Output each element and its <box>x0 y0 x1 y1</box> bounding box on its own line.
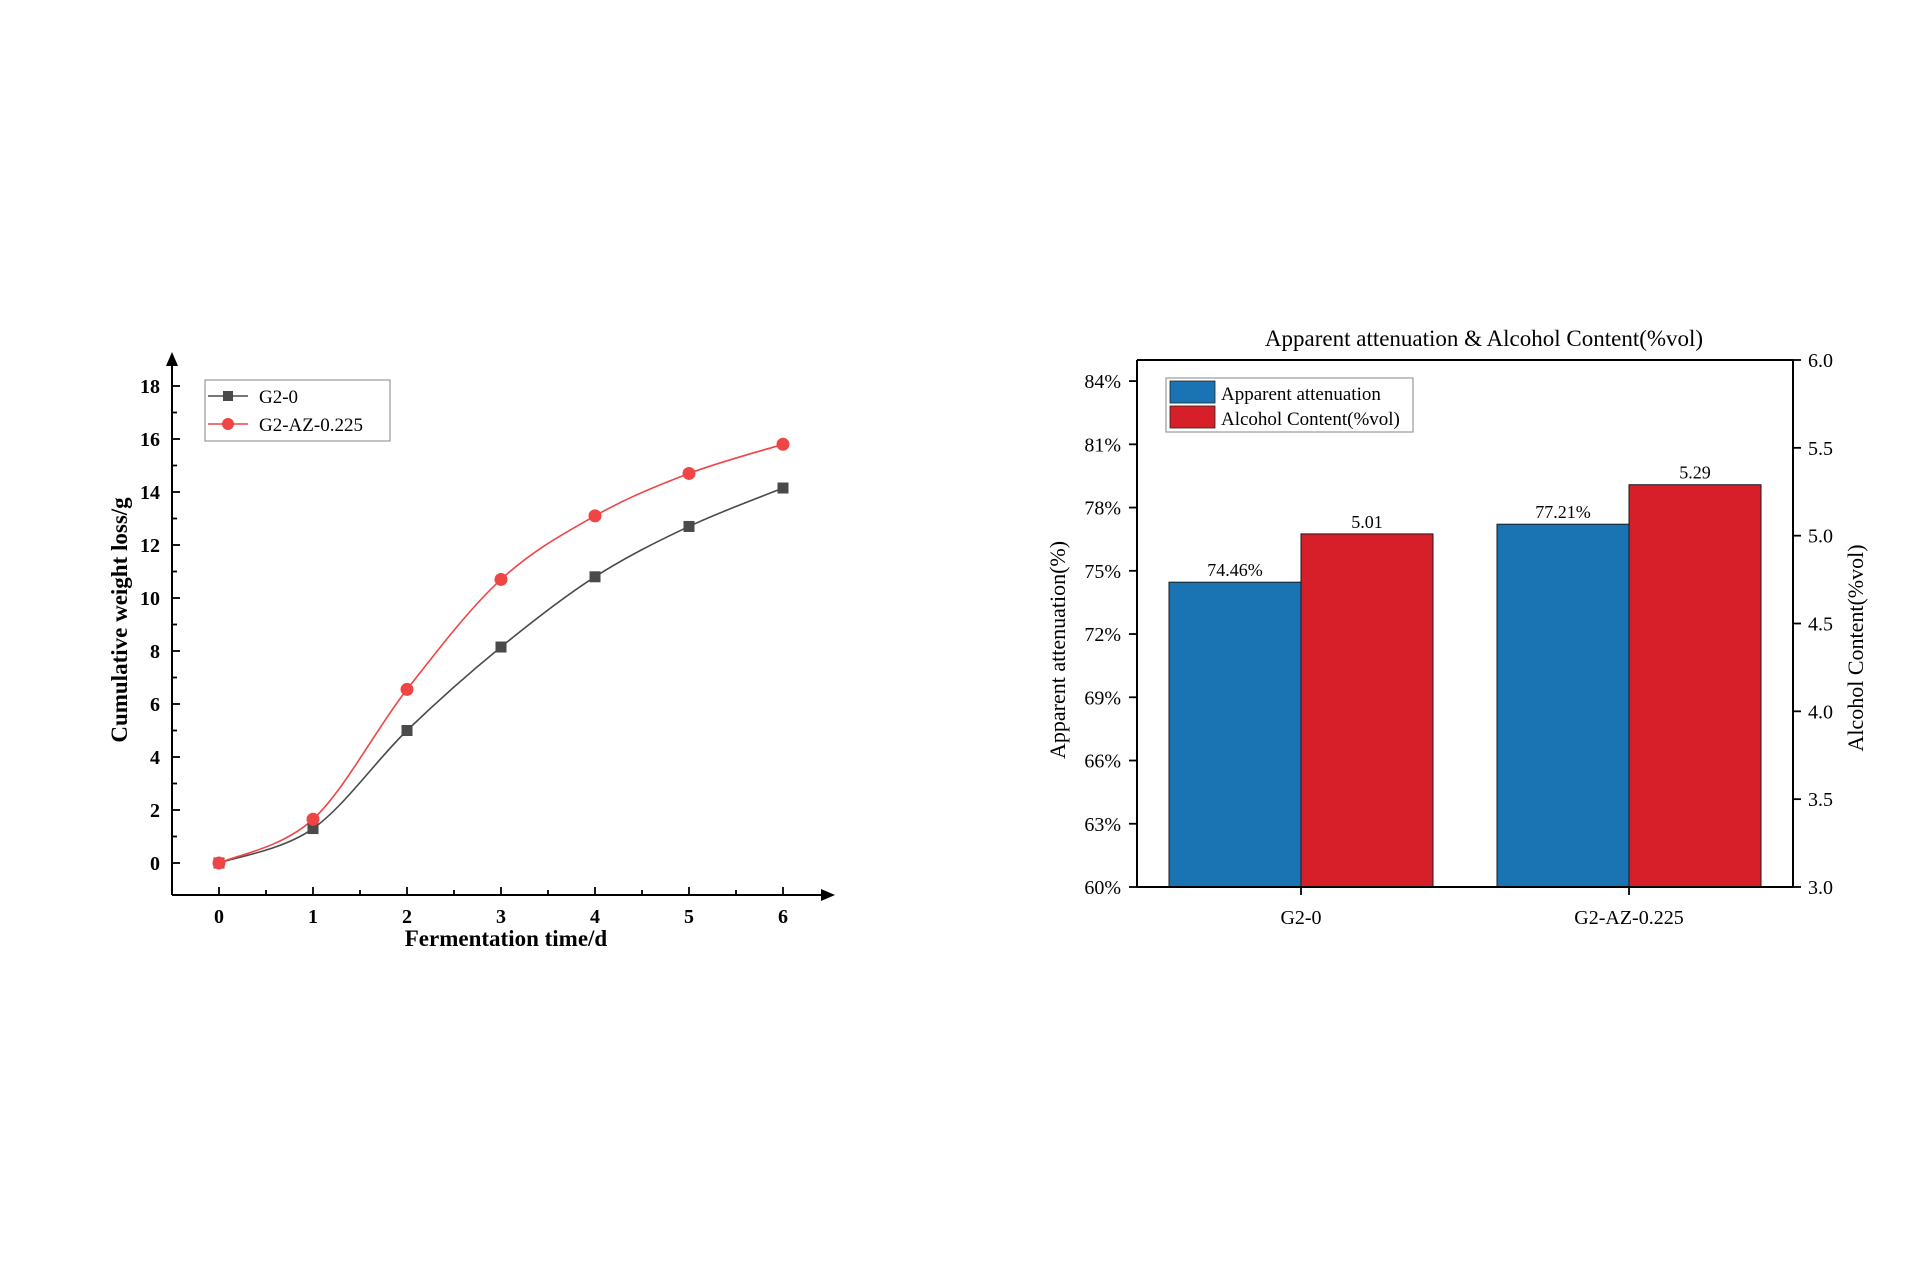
right-y-tick-label: 5.5 <box>1808 438 1833 460</box>
bar-alcohol-g2-az-0225 <box>1628 484 1762 888</box>
y-tick-label: 8 <box>150 641 160 663</box>
legend-box <box>204 379 391 442</box>
y-tick-label: 0 <box>150 853 160 875</box>
legend-swatch-attenuation <box>1169 380 1216 404</box>
legend-swatch-alcohol <box>1169 405 1216 429</box>
data-label: 5.01 <box>1351 512 1383 532</box>
legend-label-g2-0: G2-0 <box>259 387 298 408</box>
data-point-g2-az-0225 <box>494 572 508 586</box>
y-tick-label: 2 <box>150 800 160 822</box>
left-y-tick-label: 75% <box>1084 561 1121 583</box>
right-y-axis-label: Alcohol Content(%vol) <box>1843 544 1868 751</box>
y-axis-arrow <box>166 352 178 366</box>
bar-attenuation-g2-az-0225 <box>1496 523 1630 888</box>
y-tick-label: 18 <box>140 376 160 398</box>
legend-marker-g2-0 <box>223 391 233 401</box>
right-y-tick-label: 4.5 <box>1808 614 1833 636</box>
legend: G2-0 G2-AZ-0.225 <box>204 379 391 442</box>
left-y-axis-label: Apparent attenuation(%) <box>1045 541 1070 759</box>
data-point-g2-0 <box>683 520 695 532</box>
right-y-tick-label: 6.0 <box>1808 350 1833 372</box>
data-point-g2-az-0225 <box>588 509 602 523</box>
left-y-tick-label: 84% <box>1084 371 1121 393</box>
data-point-g2-az-0225 <box>306 812 320 826</box>
left-y-tick-label: 60% <box>1084 877 1121 899</box>
x-tick-label: 0 <box>214 906 224 928</box>
right-y-tick-label: 3.5 <box>1808 789 1833 811</box>
x-tick-label: G2-0 <box>1280 907 1321 929</box>
x-tick-label: 5 <box>684 906 694 928</box>
legend-label-alcohol: Alcohol Content(%vol) <box>1221 409 1400 430</box>
x-tick-label: G2-AZ-0.225 <box>1574 907 1683 929</box>
left-y-tick-label: 69% <box>1084 687 1121 709</box>
x-tick-label: 4 <box>590 906 600 928</box>
data-label: 77.21% <box>1535 502 1591 522</box>
x-tick-label: 2 <box>402 906 412 928</box>
y-axis-label: Cumulative weight loss/g <box>107 497 132 743</box>
data-point-g2-az-0225 <box>682 466 696 480</box>
right-y-tick-label: 4.0 <box>1808 701 1833 723</box>
series-line-g2-az-0225 <box>218 443 784 864</box>
data-point-g2-az-0225 <box>776 437 790 451</box>
left-y-tick-label: 81% <box>1084 434 1121 456</box>
left-y-tick-label: 78% <box>1084 498 1121 520</box>
x-axis-arrow <box>821 889 835 901</box>
legend-label-g2-az: G2-AZ-0.225 <box>259 415 363 436</box>
x-tick-label: 1 <box>308 906 318 928</box>
data-point-g2-0 <box>401 725 413 736</box>
legend-marker-g2-az <box>222 418 234 430</box>
data-point-g2-0 <box>307 823 319 835</box>
chart-title: Apparent attenuation & Alcohol Content(%… <box>1265 326 1703 351</box>
right-y-tick-label: 5.0 <box>1808 526 1833 548</box>
bar-attenuation-g2-0 <box>1168 581 1302 888</box>
x-tick-label: 3 <box>496 906 506 928</box>
y-tick-label: 16 <box>140 429 160 451</box>
x-tick-label: 6 <box>778 906 788 928</box>
y-tick-label: 14 <box>140 482 160 504</box>
data-point-g2-az-0225 <box>400 682 414 696</box>
y-tick-label: 10 <box>140 588 160 610</box>
data-point-g2-0 <box>589 571 601 583</box>
data-point-g2-0 <box>777 482 789 494</box>
left-y-tick-label: 63% <box>1084 814 1121 836</box>
data-point-g2-az-0225 <box>212 856 226 870</box>
data-label: 5.29 <box>1679 463 1711 483</box>
x-axis-label: Fermentation time/d <box>405 926 608 951</box>
y-tick-label: 4 <box>150 747 160 769</box>
right-y-tick-label: 3.0 <box>1808 877 1833 899</box>
bar-alcohol-g2-0 <box>1300 533 1434 888</box>
attenuation-alcohol-bar-chart: Apparent attenuation & Alcohol Content(%… <box>1045 326 1868 929</box>
y-tick-label: 12 <box>140 535 160 557</box>
legend: Apparent attenuation Alcohol Content(%vo… <box>1165 377 1414 433</box>
legend-label-attenuation: Apparent attenuation <box>1221 384 1381 405</box>
data-point-g2-0 <box>495 641 507 653</box>
left-y-tick-label: 66% <box>1084 751 1121 773</box>
y-tick-label: 6 <box>150 694 160 716</box>
data-label: 74.46% <box>1207 560 1263 580</box>
series-line-g2-0 <box>218 487 784 864</box>
left-y-tick-label: 72% <box>1084 624 1121 646</box>
